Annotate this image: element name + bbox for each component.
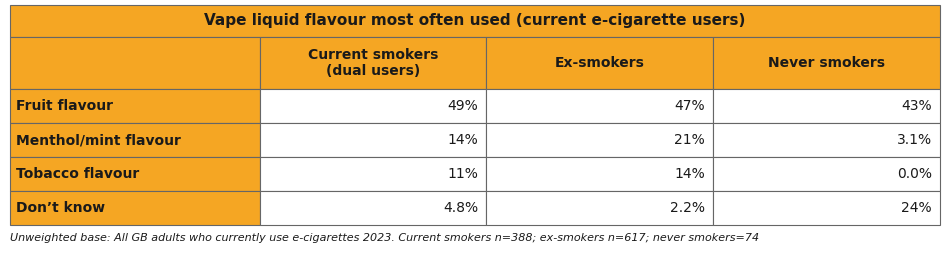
Text: Current smokers
(dual users): Current smokers (dual users) xyxy=(308,48,438,78)
Text: 24%: 24% xyxy=(902,201,932,215)
Text: 47%: 47% xyxy=(674,99,705,113)
Bar xyxy=(713,123,940,157)
Text: Tobacco flavour: Tobacco flavour xyxy=(16,167,140,181)
Text: Fruit flavour: Fruit flavour xyxy=(16,99,113,113)
Text: Vape liquid flavour most often used (current e-cigarette users): Vape liquid flavour most often used (cur… xyxy=(204,14,746,29)
Text: 21%: 21% xyxy=(674,133,705,147)
Bar xyxy=(486,37,713,89)
Bar xyxy=(713,157,940,191)
Bar xyxy=(10,191,259,225)
Text: 14%: 14% xyxy=(674,167,705,181)
Bar xyxy=(10,157,259,191)
Text: Ex-smokers: Ex-smokers xyxy=(555,56,645,70)
Bar xyxy=(486,157,713,191)
Bar xyxy=(713,37,940,89)
Text: Don’t know: Don’t know xyxy=(16,201,105,215)
Bar xyxy=(259,89,486,123)
Text: 11%: 11% xyxy=(447,167,479,181)
Bar xyxy=(713,191,940,225)
Bar xyxy=(259,191,486,225)
Bar xyxy=(486,89,713,123)
Bar xyxy=(486,191,713,225)
Text: 0.0%: 0.0% xyxy=(897,167,932,181)
Text: 14%: 14% xyxy=(447,133,479,147)
Bar xyxy=(259,37,486,89)
Text: Never smokers: Never smokers xyxy=(769,56,885,70)
Bar xyxy=(259,157,486,191)
Bar xyxy=(713,89,940,123)
Bar xyxy=(259,123,486,157)
Bar xyxy=(10,37,259,89)
Bar xyxy=(10,89,259,123)
Bar xyxy=(486,123,713,157)
Text: Unweighted base: All GB adults who currently use e-cigarettes 2023. Current smok: Unweighted base: All GB adults who curre… xyxy=(10,233,759,243)
Text: Menthol/mint flavour: Menthol/mint flavour xyxy=(16,133,180,147)
Bar xyxy=(10,123,259,157)
Text: 3.1%: 3.1% xyxy=(897,133,932,147)
Text: 2.2%: 2.2% xyxy=(670,201,705,215)
Text: 43%: 43% xyxy=(902,99,932,113)
Text: 49%: 49% xyxy=(447,99,479,113)
Text: 4.8%: 4.8% xyxy=(444,201,479,215)
Bar xyxy=(10,5,940,37)
